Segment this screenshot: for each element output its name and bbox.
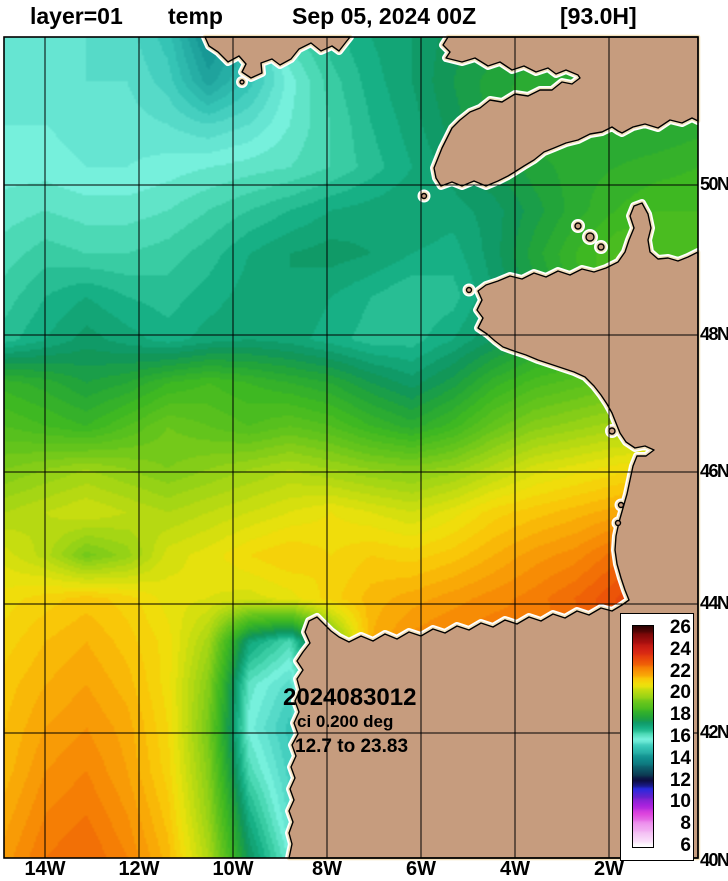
lat-tick-label-46N: 46N: [700, 461, 728, 481]
annotation-data-range: 12.7 to 23.83: [295, 736, 409, 758]
annotation-block: 2024083012 ci 0.200 deg 12.7 to 23.83: [283, 685, 416, 757]
lon-tick-label-8W: 8W: [312, 858, 342, 880]
annotation-contour-interval: ci 0.200 deg: [297, 712, 394, 732]
colorbar-tick-26: 26: [669, 617, 691, 638]
lon-tick-label-2W: 2W: [594, 858, 624, 880]
title-datetime: Sep 05, 2024 00Z: [292, 3, 477, 29]
annotation-run-id: 2024083012: [283, 684, 417, 711]
colorbar-tick-14: 14: [669, 747, 691, 769]
lat-tick-label-50N: 50N: [700, 174, 728, 194]
colorbar-tick-22: 22: [669, 660, 691, 682]
colorbar-tick-20: 20: [669, 682, 691, 704]
lat-tick-label-40N: 40N: [700, 850, 728, 870]
lat-tick-label-42N: 42N: [700, 722, 728, 742]
lon-tick-label-10W: 10W: [212, 858, 254, 880]
lon-tick-label-4W: 4W: [500, 858, 530, 880]
colorbar-gradient-strip: [632, 625, 654, 848]
colorbar-tick-8: 8: [680, 813, 691, 835]
lon-tick-label-14W: 14W: [24, 858, 66, 880]
lon-tick-label-12W: 12W: [118, 858, 160, 880]
title-variable: temp: [168, 3, 223, 29]
colorbar-tick-16: 16: [669, 726, 691, 747]
title-layer: layer=01: [30, 3, 123, 29]
colorbar-tick-6: 6: [680, 835, 691, 856]
colorbar-tick-18: 18: [669, 704, 691, 726]
lat-tick-label-44N: 44N: [700, 593, 728, 613]
lon-tick-label-6W: 6W: [406, 858, 436, 880]
title-forecast-hour: [93.0H]: [560, 3, 637, 29]
lat-tick-label-48N: 48N: [700, 324, 728, 344]
colorbar-tick-24: 24: [669, 638, 691, 660]
colorbar-tick-10: 10: [669, 791, 691, 813]
colorbar-tick-12: 12: [669, 769, 691, 791]
colorbar: 26 24 22 20 18 16 14 12 10 8 6: [620, 613, 694, 861]
